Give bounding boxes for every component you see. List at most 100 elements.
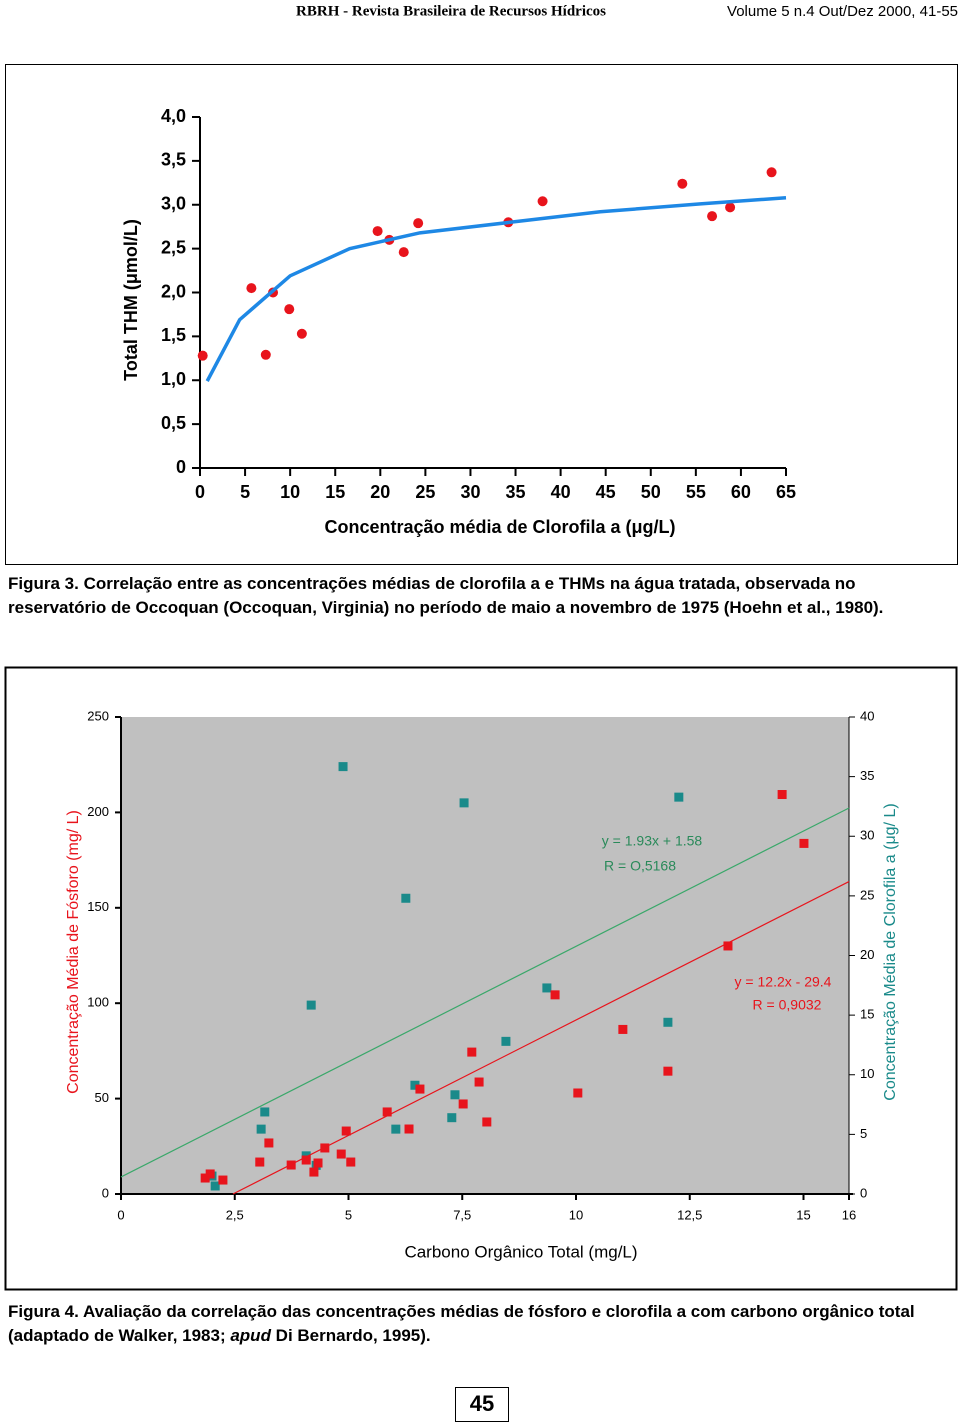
point (450, 1090, 460, 1100)
point (663, 1017, 673, 1027)
annotation: y = 12.2x - 29.4 (735, 974, 832, 990)
y2-tick-label: 40 (860, 708, 874, 723)
point (723, 941, 733, 951)
y-tick-label: 2,5 (161, 237, 186, 257)
point (725, 202, 736, 213)
y-tick-label: 0 (102, 1185, 109, 1200)
y-axis-title: Total THM (μmol/L) (121, 219, 141, 381)
point (537, 196, 548, 207)
x-tick-label: 0 (195, 482, 205, 502)
y-tick-label: 1,5 (161, 325, 186, 345)
point (296, 328, 307, 339)
point (674, 792, 684, 802)
y-tick-label: 50 (95, 1090, 109, 1105)
point (197, 350, 208, 361)
point (410, 1080, 420, 1090)
figure-frame (4, 666, 958, 1291)
point (256, 1124, 266, 1134)
point (482, 1117, 492, 1127)
point (341, 1126, 351, 1136)
point (200, 1173, 210, 1183)
point (799, 838, 809, 848)
y-tick-label: 0,5 (161, 413, 186, 433)
point (264, 1138, 274, 1148)
x-tick-label: 10 (280, 482, 300, 502)
point (474, 1077, 484, 1087)
point (338, 762, 348, 772)
point (467, 1047, 477, 1057)
x-tick-label: 50 (641, 482, 661, 502)
y2-tick-label: 0 (860, 1185, 867, 1200)
annotation: R = O,5168 (604, 858, 676, 874)
journal: RBRH - Revista Brasileira de Recursos Hí… (296, 3, 606, 19)
y-tick-label: 4,0 (161, 106, 186, 126)
x-tick-label: 5 (345, 1207, 352, 1222)
point (677, 178, 688, 189)
point (766, 167, 777, 178)
y2-tick-label: 5 (860, 1126, 867, 1141)
y-axis-title: Concentração Média de Fósforo (mg/ L) (65, 810, 82, 1094)
x-tick-label: 10 (569, 1207, 583, 1222)
x-tick-label: 2,5 (226, 1207, 244, 1222)
y-tick-label: 3,5 (161, 150, 186, 170)
issue: Volume 5 n.4 Out/Dez 2000, 41-55 (727, 3, 958, 20)
y-tick-label: 0 (176, 457, 186, 477)
point (401, 893, 411, 903)
caption-text: Figura 4. Avaliação da correlação das co… (8, 1302, 915, 1345)
x-tick-label: 15 (325, 482, 345, 502)
y-tick-label: 100 (87, 995, 109, 1010)
point (542, 983, 552, 993)
x-tick-label: 20 (370, 482, 390, 502)
point (336, 1149, 346, 1159)
point (391, 1124, 401, 1134)
x-axis-title: Carbono Orgânico Total (mg/L) (404, 1242, 637, 1261)
point (260, 349, 271, 360)
y-tick-label: 1,0 (161, 369, 186, 389)
y2-tick-label: 15 (860, 1007, 874, 1022)
point (260, 1107, 270, 1117)
point (458, 1099, 468, 1109)
x-tick-label: 65 (776, 482, 796, 502)
x-tick-label: 30 (460, 482, 480, 502)
point (284, 304, 295, 315)
point (707, 211, 718, 222)
point (210, 1181, 220, 1191)
x-tick-label: 40 (551, 482, 571, 502)
point (382, 1107, 392, 1117)
point (415, 1084, 425, 1094)
y2-tick-label: 35 (860, 768, 874, 783)
point (777, 790, 787, 800)
y-tick-label: 2,0 (161, 281, 186, 301)
point (398, 247, 409, 258)
point (346, 1157, 356, 1167)
plot-area (121, 717, 849, 1194)
point (205, 1169, 215, 1179)
point (301, 1155, 311, 1165)
annotation: y = 1.93x + 1.58 (602, 833, 703, 849)
y2-axis-title: Concentração Média de Clorofila a (μg/ L… (882, 803, 899, 1100)
caption: Figura 4. Avaliação da correlação das co… (8, 1300, 953, 1348)
x-tick-label: 16 (842, 1207, 856, 1222)
point (246, 283, 257, 294)
caption: Figura 3. Correlação entre as concentraç… (8, 574, 884, 617)
x-tick-label: 25 (415, 482, 435, 502)
page-number: 45 (470, 1391, 494, 1416)
x-tick-label: 35 (506, 482, 526, 502)
point (573, 1088, 583, 1098)
y-tick-label: 200 (87, 804, 109, 819)
point (313, 1158, 323, 1168)
point (447, 1113, 457, 1123)
figure-frame (5, 64, 958, 565)
y-tick-label: 3,0 (161, 194, 186, 214)
trend-line (120, 807, 850, 1178)
point (255, 1157, 265, 1167)
point (404, 1124, 414, 1134)
x-tick-label: 45 (596, 482, 616, 502)
point (372, 226, 383, 237)
y-tick-label: 150 (87, 899, 109, 914)
x-tick-label: 7,5 (453, 1207, 471, 1222)
point (618, 1024, 628, 1034)
x-tick-label: 5 (240, 482, 250, 502)
